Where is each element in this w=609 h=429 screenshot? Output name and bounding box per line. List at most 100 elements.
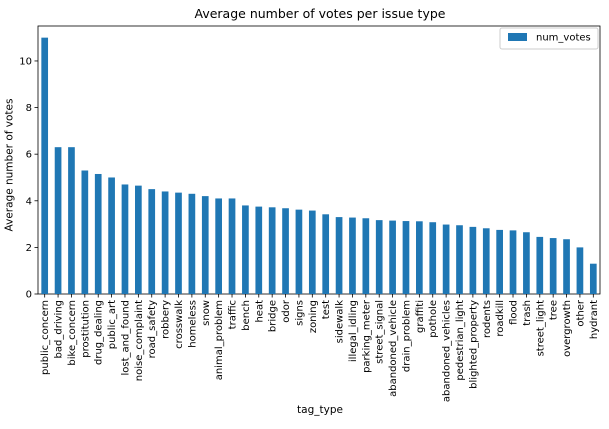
x-tick-label: test	[321, 300, 332, 319]
bar-flood	[509, 230, 517, 294]
x-tick-label: noise_complaint	[134, 300, 145, 381]
y-tick-label: 6	[26, 150, 32, 161]
bar-traffic	[228, 198, 236, 294]
bar-odor	[282, 208, 289, 294]
bar-bench	[242, 205, 249, 294]
bar-overgrowth	[563, 239, 570, 294]
bar-lost_and_found	[121, 184, 129, 294]
x-tick-label: bridge	[268, 300, 279, 332]
x-tick-label: drain_problem	[401, 300, 412, 372]
bar-homeless	[188, 193, 196, 294]
bar-zoning	[308, 210, 316, 294]
bar-blighted_property	[469, 226, 477, 294]
bar-road_safety	[148, 189, 156, 294]
x-tick-label: abandoned_vehicle	[388, 300, 399, 397]
chart-title: Average number of votes per issue type	[195, 6, 446, 21]
x-axis: public_concern bad_driving bike_concern pro…	[40, 294, 600, 402]
x-tick-label: street_signal	[375, 300, 386, 364]
x-tick-label: abandoned_vehicles	[442, 300, 453, 402]
x-tick-label: blighted_property	[468, 300, 479, 389]
x-tick-label: sidewalk	[335, 300, 346, 344]
bar-prostitution	[81, 170, 89, 294]
x-tick-label: illegal_idling	[348, 300, 359, 362]
y-tick-label: 4	[26, 196, 32, 207]
y-axis: 0 2 4 6 8 10	[19, 56, 38, 301]
x-tick-label: graffiti	[415, 300, 426, 333]
bar-bike_concern	[68, 147, 75, 294]
x-tick-label: homeless	[187, 300, 198, 348]
bar-rodents	[482, 228, 490, 294]
x-tick-label: street_light	[535, 300, 546, 356]
bar-bridge	[268, 207, 276, 294]
bars-group	[41, 37, 597, 295]
x-tick-label: crosswalk	[174, 300, 185, 349]
bar-crosswalk	[175, 192, 182, 294]
bar-roadkill	[496, 229, 503, 294]
bar-robbery	[161, 191, 169, 294]
x-tick-label: hydrant	[589, 300, 600, 339]
y-tick-label: 8	[26, 103, 32, 114]
bar-heat	[255, 206, 263, 294]
x-tick-label: roadkill	[495, 300, 506, 337]
x-tick-label: rodents	[482, 300, 493, 338]
bar-pothole	[429, 222, 437, 294]
x-tick-label: robbery	[161, 300, 172, 339]
plot-area	[37, 25, 601, 295]
x-tick-label: signs	[294, 300, 305, 326]
x-axis-label: tag_type	[297, 404, 343, 416]
bar-hydrant	[589, 263, 597, 294]
x-tick-label: trash	[522, 300, 533, 326]
x-tick-label: drug_dealing	[94, 300, 105, 365]
bar-street_signal	[375, 220, 383, 294]
plot-frame	[37, 25, 601, 295]
bar-abandoned_vehicle	[389, 220, 396, 294]
x-tick-label: public_art	[107, 300, 118, 349]
x-tick-label: road_safety	[147, 300, 158, 358]
bar-bad_driving	[54, 147, 62, 294]
x-tick-label: pedestrian_light	[455, 300, 466, 381]
y-tick-label: 10	[19, 56, 32, 67]
legend-label: num_votes	[536, 33, 591, 44]
bar-trash	[523, 232, 530, 294]
bar-street_light	[536, 236, 544, 294]
x-tick-label: parking_meter	[361, 299, 372, 373]
bar-animal_problem	[215, 198, 222, 294]
bar-snow	[201, 196, 209, 294]
x-tick-label: snow	[201, 300, 212, 326]
x-tick-label: pothole	[428, 300, 439, 338]
bar-public_concern	[41, 37, 49, 295]
x-tick-label: heat	[254, 300, 265, 323]
x-tick-label: traffic	[228, 300, 239, 329]
bar-tree	[549, 238, 557, 294]
bar-drug_dealing	[94, 173, 102, 294]
bar-public_art	[108, 177, 115, 294]
legend: num_votes	[499, 27, 599, 50]
x-tick-label: zoning	[308, 300, 319, 333]
x-tick-label: animal_problem	[214, 300, 225, 380]
y-tick-label: 2	[26, 243, 32, 254]
x-tick-label: odor	[281, 299, 292, 323]
legend-swatch	[508, 33, 527, 41]
x-tick-label: overgrowth	[562, 300, 573, 357]
bar-noise_complaint	[135, 185, 142, 294]
x-tick-label: public_concern	[40, 300, 51, 375]
x-tick-label: bike_concern	[67, 300, 78, 366]
bar-illegal_idling	[349, 217, 356, 294]
x-tick-label: flood	[509, 300, 520, 325]
y-tick-label: 0	[26, 290, 32, 301]
bar-signs	[295, 209, 303, 294]
x-tick-label: prostitution	[80, 300, 91, 358]
bar-abandoned_vehicles	[442, 224, 450, 294]
bar-other	[576, 247, 584, 294]
x-tick-label: other	[575, 299, 586, 327]
x-tick-label: lost_and_found	[120, 300, 131, 376]
x-tick-label: bad_driving	[54, 300, 65, 358]
bar-parking_meter	[362, 218, 370, 294]
x-tick-label: tree	[549, 300, 560, 320]
bar-test	[322, 214, 330, 294]
x-tick-label: bench	[241, 300, 252, 331]
bar-drain_problem	[402, 221, 410, 294]
bar-sidewalk	[335, 217, 343, 294]
